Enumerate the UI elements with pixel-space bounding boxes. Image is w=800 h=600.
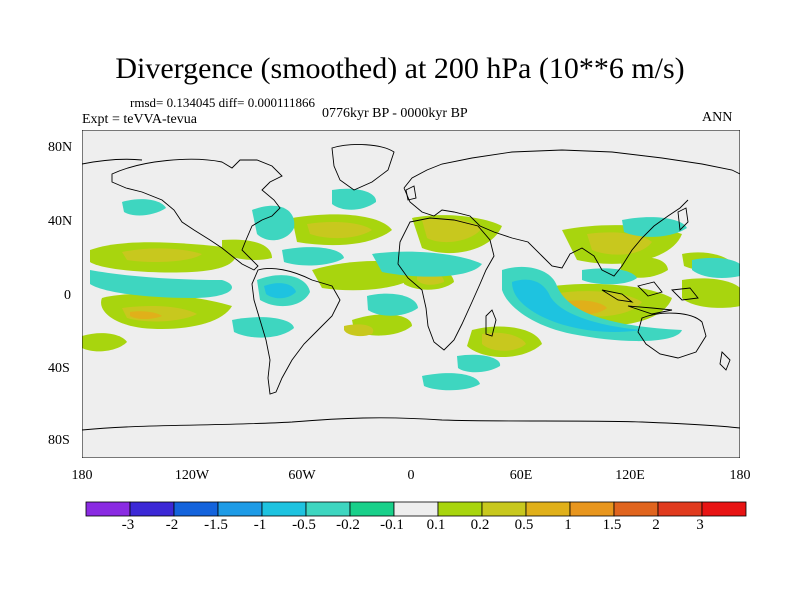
colorbar-swatch-1 [129,501,175,517]
lon-label-180w: 180 [71,468,93,483]
lat-label-80s: 80S [48,433,70,448]
colorbar-swatch-4 [261,501,307,517]
lon-label-180e: 180 [729,468,751,483]
colorbar-label-7: 0.1 [426,517,446,533]
period-label: 0776kyr BP - 0000kyr BP [322,106,468,121]
season-label: ANN [702,110,733,125]
colorbar-label-8: 0.2 [470,517,490,533]
colorbar-swatch-0 [85,501,131,517]
divergence-map [82,130,740,458]
colorbar-swatch-13 [657,501,703,517]
colorbar-swatch-6 [349,501,395,517]
colorbar-label-4: -0.5 [292,517,316,533]
lat-label-40n: 40N [48,214,73,229]
colorbar-label-2: -1.5 [204,517,228,533]
lat-label-40s: 40S [48,361,70,376]
colorbar-swatch-14 [701,501,747,517]
colorbar-label-11: 1.5 [602,517,622,533]
colorbar-label-9: 0.5 [514,517,534,533]
page-title: Divergence (smoothed) at 200 hPa (10**6 … [115,52,685,85]
colorbar-swatch-5 [305,501,351,517]
lat-label-80n: 80N [48,140,73,155]
colorbar-label-3: -1 [253,517,267,533]
colorbar-swatch-11 [569,501,615,517]
rmsd-stats: rmsd= 0.134045 diff= 0.000111866 [130,95,315,110]
colorbar-label-0: -3 [121,517,135,533]
colorbar-swatch-3 [217,501,263,517]
experiment-label: Expt = teVVA-tevua [82,112,197,127]
colorbar-swatch-7 [393,501,439,517]
colorbar-label-6: -0.1 [380,517,404,533]
lon-label-60e: 60E [509,468,533,483]
lon-label-60w: 60W [288,468,316,483]
colorbar-label-1: -2 [165,517,179,533]
positive-divergence-patches [82,214,740,357]
lon-label-0: 0 [407,468,415,483]
coastlines [82,144,740,431]
negative-divergence-patches [90,188,740,391]
colorbar-swatch-12 [613,501,659,517]
colorbar-swatch-9 [481,501,527,517]
colorbar-swatch-10 [525,501,571,517]
colorbar-label-13: 3 [696,517,704,533]
colorbar-swatch-2 [173,501,219,517]
colorbar-label-12: 2 [652,517,660,533]
colorbar-label-5: -0.2 [336,517,360,533]
lon-label-120e: 120E [615,468,645,483]
colorbar-swatch-8 [437,501,483,517]
lon-label-120w: 120W [174,468,210,483]
colorbar-label-10: 1 [564,517,572,533]
lat-label-0: 0 [64,288,71,303]
